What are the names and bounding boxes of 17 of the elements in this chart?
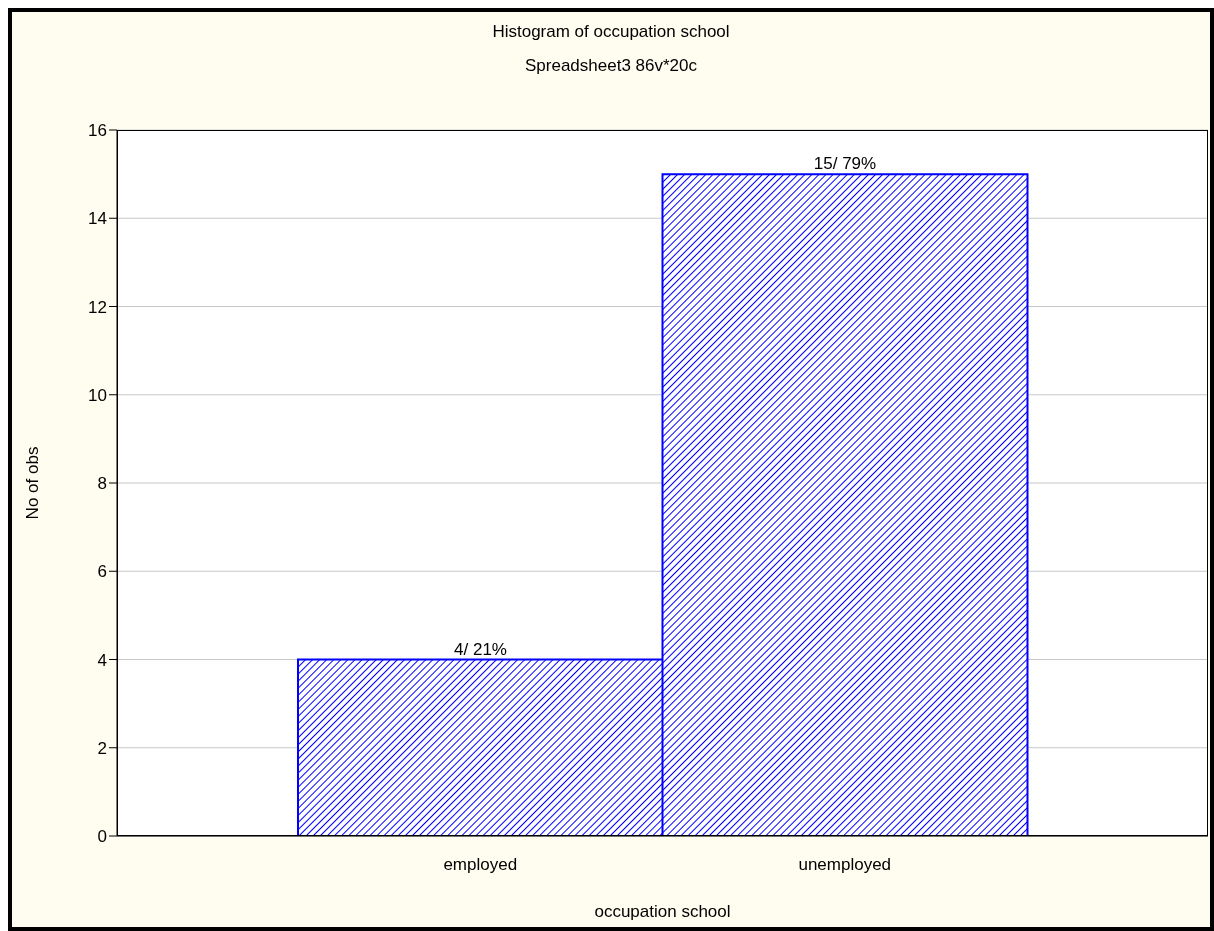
chart-title: Histogram of occupation school — [491, 22, 731, 42]
y-tick-label: 16 — [88, 121, 107, 141]
x-tick-label: employed — [443, 855, 518, 875]
x-axis-title: occupation school — [594, 902, 731, 921]
y-axis-title: No of obs — [23, 446, 43, 520]
y-tick-label: 2 — [97, 738, 107, 758]
chart-subtitle: Spreadsheet3 86v*20c — [524, 56, 698, 76]
y-tick-label: 12 — [88, 297, 107, 317]
y-tick-label: 6 — [97, 562, 107, 582]
y-tick-label: 14 — [88, 209, 107, 229]
y-tick-label: 8 — [97, 474, 107, 494]
y-tick-label: 4 — [97, 650, 107, 670]
x-tick-label: unemployed — [798, 855, 892, 875]
data-label: 15/ 79% — [813, 154, 877, 174]
y-tick-label: 0 — [97, 827, 107, 847]
data-label: 4/ 21% — [454, 639, 507, 659]
y-tick-label: 10 — [88, 385, 107, 405]
